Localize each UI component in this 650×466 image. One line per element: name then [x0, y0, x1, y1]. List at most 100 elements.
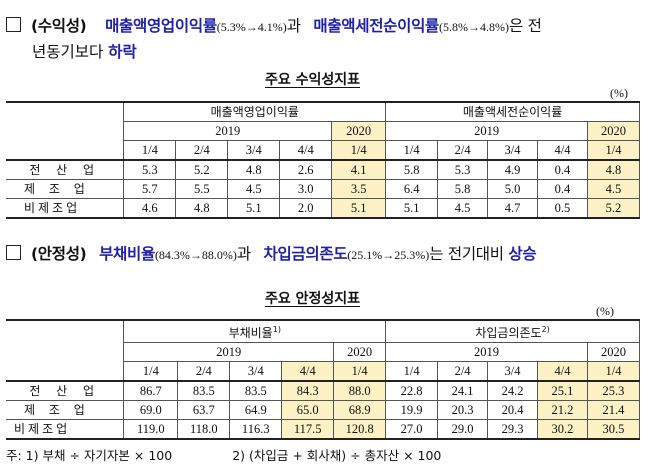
table-cell: 5.0: [487, 179, 539, 199]
table-cell: 88.0: [333, 380, 387, 401]
quarter-header: 4/4: [279, 140, 333, 161]
table-cell: 5.1: [227, 198, 281, 219]
year-header: 2020: [586, 342, 641, 362]
table-cell: 5.8: [385, 159, 439, 180]
table-cell: 5.1: [331, 198, 387, 219]
trend-word: 하락: [108, 43, 137, 61]
quarter-header: 4/4: [537, 140, 588, 161]
connector-text: 과: [236, 245, 251, 263]
table-cell: 65.0: [281, 400, 335, 420]
stability-table: 부채비율1) 차입금의존도2) 2019 2020 2019 2020 1/4 …: [6, 319, 641, 440]
table-cell: 5.3: [123, 159, 177, 180]
table-cell: 20.4: [487, 400, 538, 420]
table-cell: 83.5: [177, 380, 231, 401]
year-header: 2020: [331, 121, 387, 141]
table-cell: 83.5: [229, 380, 283, 401]
table-cell: 4.7: [487, 198, 539, 219]
row-label: 전 산 업: [6, 380, 125, 401]
quarter-header: 2/4: [437, 361, 489, 382]
row-label: 제 조 업: [6, 179, 125, 199]
table-cell: 5.3: [437, 159, 489, 180]
table-cell: 63.7: [177, 400, 231, 420]
table-cell: 25.3: [586, 380, 641, 401]
connector-text: 은 전: [509, 17, 542, 35]
quarter-header: 2/4: [437, 140, 489, 161]
quarter-header: 3/4: [227, 140, 281, 161]
group-header-label: 부채비율: [228, 326, 273, 340]
table-row: 비제조업 119.0 118.0 116.3 117.5 120.8 27.0 …: [6, 419, 641, 440]
table-cell: 29.3: [487, 419, 538, 440]
year-header: 2019: [385, 121, 588, 141]
quarter-header: 1/4: [586, 140, 641, 161]
table-cell: 25.1: [537, 380, 588, 401]
table-cell: 4.8: [227, 159, 281, 180]
table1-title: 주요 수익성지표: [265, 72, 361, 88]
quarter-header: 3/4: [487, 140, 539, 161]
quarter-header: 1/4: [331, 140, 387, 161]
table-cell: 4.5: [227, 179, 281, 199]
table-cell: 5.7: [123, 179, 177, 199]
table-cell: 69.0: [123, 400, 179, 420]
table-cell: 4.9: [487, 159, 539, 180]
table-cell: 6.4: [385, 179, 439, 199]
quarter-header: 1/4: [385, 361, 439, 382]
table-cell: 86.7: [123, 380, 179, 401]
footnote: 주: 1) 부채 ÷ 자기자본 × 100 2) (차입금 + 회사채) ÷ 총자…: [6, 445, 441, 464]
profitability-summary: (수익성) 매출액영업이익률(5.3%→4.1%)과 매출액세전순이익률(5.8…: [6, 14, 542, 36]
footnote-marker: 1): [272, 325, 281, 334]
trend-word: 상승: [508, 245, 537, 263]
table-cell: 4.8: [175, 198, 229, 219]
group-header: 매출액영업이익률: [123, 101, 387, 122]
table-cell: 21.4: [586, 400, 641, 420]
table-cell: 120.8: [333, 419, 387, 440]
profitability-table: 매출액영업이익률 매출액세전순이익률 2019 2020 2019 2020 1…: [6, 101, 641, 219]
table-corner: [6, 319, 125, 381]
table1-unit: (%): [610, 86, 628, 100]
table-cell: 5.2: [175, 159, 229, 180]
quarter-header: 4/4: [281, 361, 335, 382]
group-header: 매출액세전순이익률: [385, 101, 640, 122]
metric-change: (5.3%→4.1%): [216, 20, 287, 34]
table-cell: 20.3: [437, 400, 489, 420]
quarter-header: 1/4: [586, 361, 641, 382]
table-corner: [6, 101, 125, 160]
table-cell: 119.0: [123, 419, 179, 440]
table-cell: 3.5: [331, 179, 387, 199]
footnote-2: 2) (차입금 + 회사채) ÷ 총자산 × 100: [232, 448, 442, 463]
group-header: 차입금의존도2): [385, 319, 640, 343]
metric-change: (5.8%→4.8%): [439, 20, 510, 34]
table-cell: 0.5: [537, 198, 588, 219]
metric-change: (25.1%→25.3%): [347, 248, 430, 262]
table-cell: 4.5: [586, 179, 641, 199]
table-cell: 5.1: [385, 198, 439, 219]
row-label: 제 조 업: [6, 400, 125, 420]
table-cell: 3.0: [279, 179, 333, 199]
stability-summary: (안정성) 부채비율(84.3%→88.0%)과 차입금의존도(25.1%→25…: [6, 242, 537, 264]
group-header-label: 차입금의존도: [475, 326, 542, 340]
table-row: 제 조 업 69.0 63.7 64.9 65.0 68.9 19.9 20.3…: [6, 400, 641, 420]
table-cell: 118.0: [177, 419, 231, 440]
table-cell: 116.3: [229, 419, 283, 440]
quarter-header: 3/4: [229, 361, 283, 382]
metric-change: (84.3%→88.0%): [154, 248, 237, 262]
section-label: (수익성): [31, 17, 87, 35]
quarter-header: 2/4: [177, 361, 231, 382]
metric-name: 매출액영업이익률: [105, 17, 217, 35]
table-cell: 5.5: [175, 179, 229, 199]
table-cell: 68.9: [333, 400, 387, 420]
table-cell: 21.2: [537, 400, 588, 420]
table-row: 전 산 업 86.7 83.5 83.5 84.3 88.0 22.8 24.1…: [6, 380, 641, 401]
table-cell: 22.8: [385, 380, 439, 401]
table-cell: 30.2: [537, 419, 588, 440]
table-cell: 4.5: [437, 198, 489, 219]
table-row: 전 산 업 5.3 5.2 4.8 2.6 4.1 5.8 5.3 4.9 0.…: [6, 159, 641, 180]
quarter-header: 2/4: [175, 140, 229, 161]
table-cell: 24.2: [487, 380, 538, 401]
table-cell: 0.4: [537, 179, 588, 199]
table-cell: 27.0: [385, 419, 439, 440]
table-cell: 29.0: [437, 419, 489, 440]
table-cell: 19.9: [385, 400, 439, 420]
group-header: 부채비율1): [123, 319, 387, 343]
quarter-header: 3/4: [487, 361, 538, 382]
year-header: 2020: [333, 342, 387, 362]
